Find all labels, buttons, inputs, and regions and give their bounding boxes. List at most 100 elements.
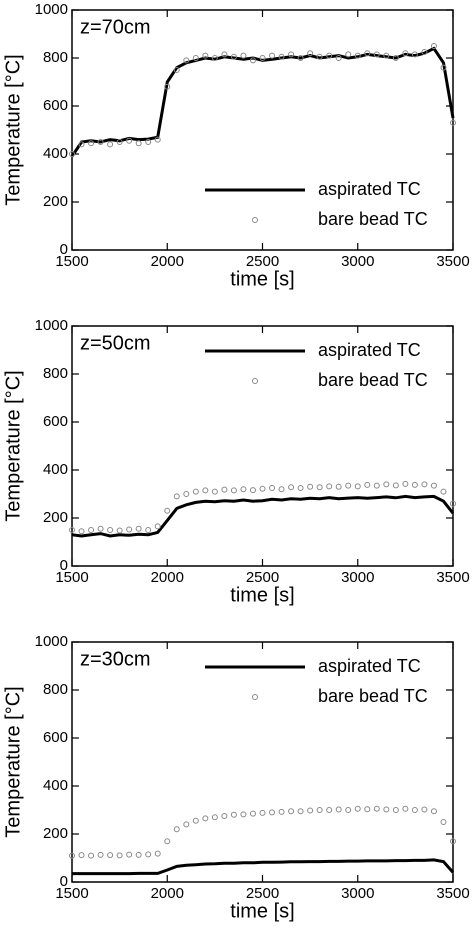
data-point [411, 807, 418, 813]
plot-frame [71, 325, 454, 567]
data-point [354, 52, 361, 59]
y-tick-label: 1000 [35, 633, 68, 650]
data-point [364, 806, 371, 813]
data-point [278, 53, 285, 60]
data-point [154, 523, 161, 530]
data-line [72, 858, 455, 876]
data-point [126, 851, 133, 858]
data-point [88, 852, 95, 859]
data-point [259, 809, 266, 816]
data-point [326, 807, 333, 813]
data-point [240, 52, 247, 59]
x-tick-label: 2000 [151, 253, 184, 270]
data-point [392, 807, 399, 813]
data-point [78, 141, 85, 148]
y-tick-label: 400 [43, 777, 68, 794]
data-point [221, 51, 228, 58]
data-point [164, 83, 171, 90]
data-point [383, 481, 390, 488]
data-point [107, 852, 114, 859]
y-tick-label: 400 [43, 145, 68, 162]
data-point [345, 51, 352, 58]
data-point [135, 851, 142, 858]
data-point [145, 527, 152, 533]
data-point [192, 817, 199, 824]
x-tick-label: 1500 [55, 253, 88, 270]
data-point [335, 806, 342, 813]
y-tick-label: 1000 [35, 317, 68, 334]
y-tick-label: 800 [43, 365, 68, 382]
data-point [249, 487, 256, 494]
data-point [297, 485, 304, 491]
x-tick-label: 1500 [55, 885, 88, 902]
data-point [126, 137, 133, 144]
data-point [249, 57, 256, 64]
data-point [183, 821, 190, 828]
legend-label: aspirated TC [318, 656, 421, 676]
x-tick-label: 3500 [436, 885, 469, 902]
data-point [297, 808, 304, 815]
data-point [97, 525, 104, 532]
data-point [202, 52, 209, 59]
data-point [202, 815, 209, 822]
data-point [373, 482, 380, 489]
y-axis-label: Temperature [°C] [2, 370, 24, 521]
y-tick-label: 200 [43, 825, 68, 842]
legend-marker [252, 217, 258, 223]
x-tick-label: 3500 [436, 253, 469, 270]
data-point [135, 525, 142, 532]
data-point [240, 811, 247, 818]
panel: 0 200 400 600 800 1000 1500 2000 2500 3000 3500 tim… [2, 317, 469, 606]
data-point [421, 49, 428, 55]
data-point [440, 819, 447, 825]
legend-label: bare bead TC [318, 370, 428, 390]
annotation: z=50cm [80, 332, 151, 354]
data-point [345, 807, 352, 813]
data-point [107, 141, 114, 148]
legend-marker [252, 378, 258, 384]
data-point [173, 67, 180, 73]
data-point [88, 140, 95, 147]
legend-label: bare bead TC [318, 686, 428, 706]
plot-frame [71, 641, 454, 883]
data-point [173, 493, 180, 500]
data-point [450, 838, 456, 845]
data-point [164, 507, 171, 514]
data-point [88, 527, 95, 533]
data-point [288, 51, 295, 58]
data-line [70, 46, 455, 158]
y-tick-label: 0 [60, 241, 68, 258]
data-point [288, 808, 295, 815]
data-point [430, 482, 437, 489]
data-line [71, 494, 455, 538]
data-point [259, 485, 266, 492]
y-tick-label: 200 [43, 193, 68, 210]
data-point [373, 51, 380, 58]
data-point [307, 807, 314, 814]
annotation: z=30cm [80, 648, 151, 670]
data-point [450, 119, 456, 126]
data-point [383, 52, 390, 59]
data-point [297, 55, 304, 61]
data-point [450, 500, 456, 507]
data-point [135, 140, 142, 147]
x-tick-label: 3500 [436, 569, 469, 586]
x-tick-label: 2500 [246, 569, 279, 586]
data-point [326, 483, 333, 490]
x-tick-label: 2000 [151, 569, 184, 586]
data-point [192, 488, 199, 495]
y-tick-label: 600 [43, 413, 68, 430]
data-point [97, 139, 104, 145]
x-tick-label: 2000 [151, 885, 184, 902]
data-point [116, 527, 123, 534]
data-point [278, 808, 285, 815]
x-axis-label: time [s] [230, 584, 294, 606]
y-axis-label: Temperature [°C] [2, 54, 24, 205]
data-point [211, 488, 218, 495]
data-point [259, 55, 266, 61]
y-tick-label: 400 [43, 461, 68, 478]
annotation: z=70cm [80, 16, 151, 38]
data-point [335, 483, 342, 490]
data-point [230, 487, 237, 494]
